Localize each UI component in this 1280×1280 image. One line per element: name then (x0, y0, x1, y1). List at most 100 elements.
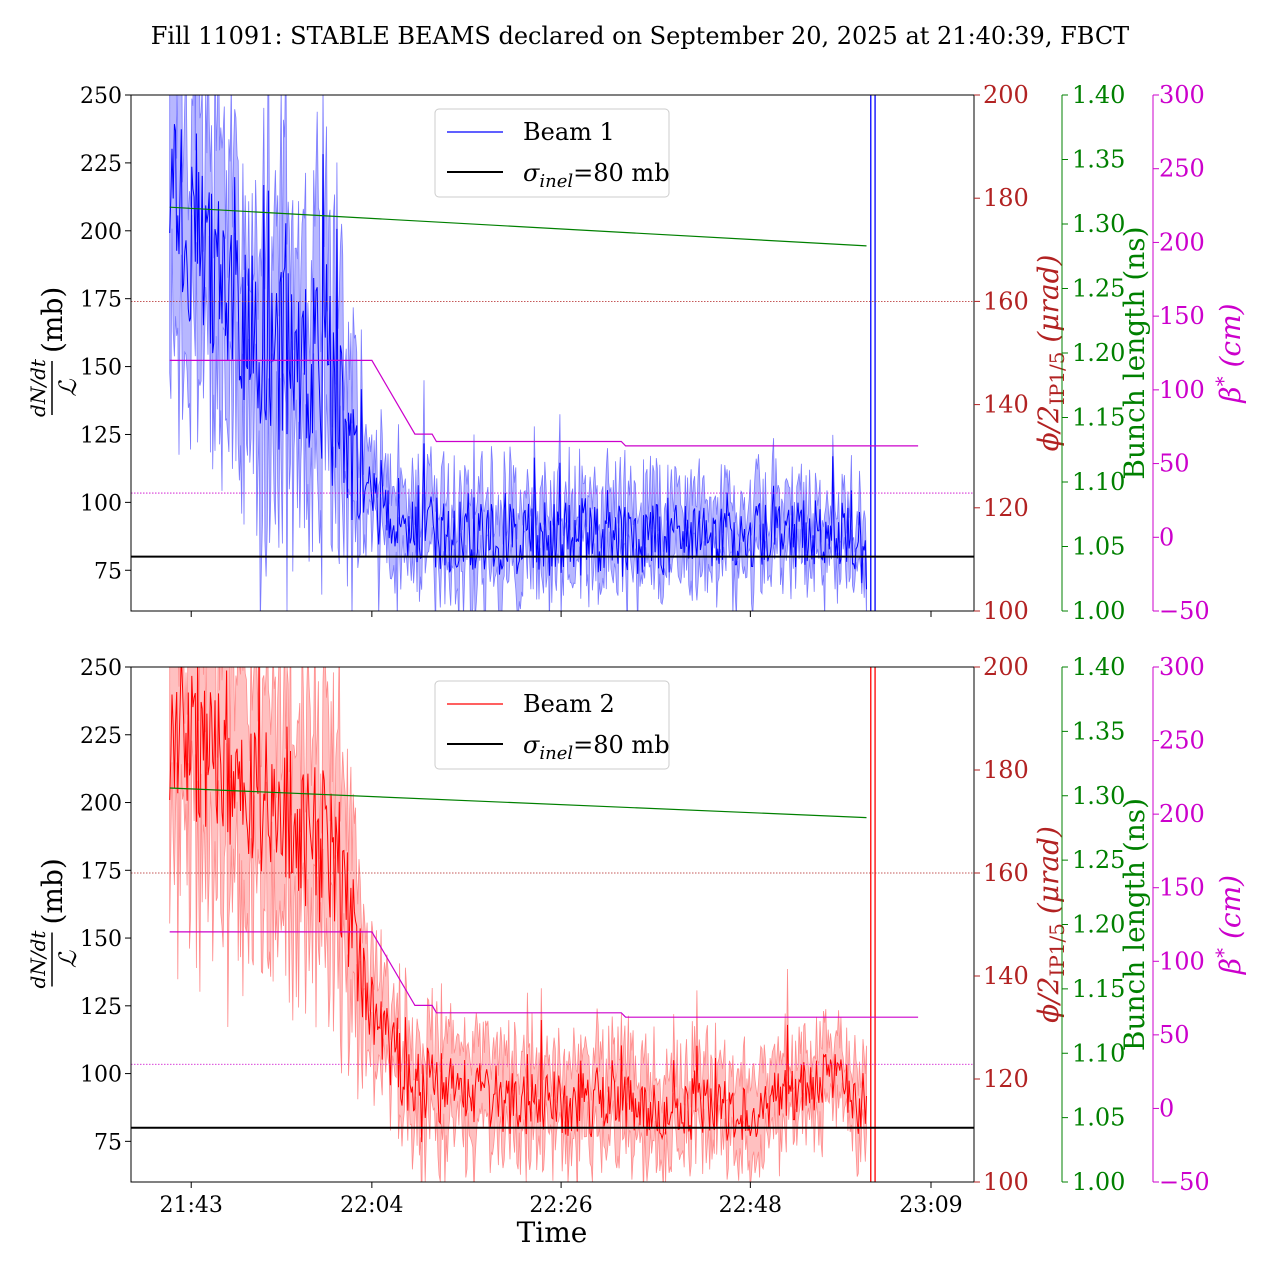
y-tick-label: 75 (94, 559, 122, 584)
bunch-tick-label: 1.05 (1072, 1104, 1125, 1132)
label-unit: (μrad) (1032, 826, 1065, 923)
y-tick-label: 100 (80, 1063, 122, 1088)
x-tick-label: 23:09 (899, 1193, 962, 1218)
plot-area (131, 95, 974, 611)
beta-star-line (169, 931, 919, 1018)
bunch-tick-label: 1.40 (1072, 653, 1125, 681)
beta-tick-label: 0 (1159, 523, 1174, 551)
x-tick-label: 21:43 (160, 1193, 223, 1218)
beta-tick-label: 200 (1159, 800, 1205, 828)
bunch-tick-label: 1.15 (1072, 975, 1125, 1003)
legend-label-beam: Beam 1 (523, 118, 615, 146)
xing-tick-label: 160 (983, 287, 1029, 315)
label-sub: IP1/5 (1045, 352, 1069, 406)
label-sub: IP1/5 (1045, 923, 1069, 977)
x-tick-label: 22:48 (719, 1193, 782, 1218)
beta-tick-label: 250 (1159, 727, 1205, 755)
y-axis-label: dN/dt ℒ (mb) (26, 287, 82, 417)
legend-box (434, 680, 670, 770)
x-axis-label: Time (517, 1216, 588, 1249)
label-main: β (1214, 386, 1247, 403)
beta-star-line (169, 359, 919, 447)
bunch-tick-label: 1.00 (1072, 597, 1125, 625)
y-tick-label: 200 (80, 220, 122, 245)
bunch-tick-label: 1.10 (1072, 468, 1125, 496)
beta-tick-label: 100 (1159, 376, 1205, 404)
legend-label-sigma: σinel=80 mb (523, 731, 670, 764)
beta-tick-label: 50 (1159, 450, 1190, 478)
beta-tick-label: 100 (1159, 947, 1205, 975)
y-axis-label-unit: (mb) (36, 287, 69, 353)
beta-tick-label: 250 (1159, 155, 1205, 183)
bunch-tick-label: 1.15 (1072, 404, 1125, 432)
y-axis-label-unit: (mb) (36, 858, 69, 924)
legend: Beam 1 σinel=80 mb (434, 108, 670, 198)
bunch-length-line (169, 206, 867, 247)
xing-tick-label: 140 (983, 391, 1029, 419)
beta-tick-label: 200 (1159, 228, 1205, 256)
y-axis-label-numerator: dN/dt (26, 930, 50, 989)
label-main: ϕ/2 (1032, 405, 1065, 451)
y-tick-label: 200 (80, 792, 122, 817)
xing-tick-label: 120 (983, 1065, 1029, 1093)
bunch-tick-label: 1.25 (1072, 275, 1125, 303)
label-sup: * (1211, 376, 1235, 386)
y-tick-label: 225 (80, 152, 122, 177)
xing-tick-label: 180 (983, 184, 1029, 212)
bunch-tick-label: 1.00 (1072, 1168, 1125, 1196)
xing-tick-label: 100 (983, 1168, 1029, 1196)
legend-label-beam: Beam 2 (523, 690, 615, 718)
bunch-tick-label: 1.30 (1072, 210, 1125, 238)
x-tick-label: 22:04 (340, 1193, 403, 1218)
xing-tick-label: 120 (983, 494, 1029, 522)
xing-tick-label: 200 (983, 653, 1029, 681)
label-sup: * (1211, 948, 1235, 958)
bunch-tick-label: 1.35 (1072, 146, 1125, 174)
sigma-symbol: σ (523, 731, 540, 759)
bunch-tick-label: 1.35 (1072, 717, 1125, 745)
bunch-tick-label: 1.40 (1072, 81, 1125, 109)
y-axis-label-denominator: ℒ (54, 950, 82, 968)
xing-tick-label: 140 (983, 962, 1029, 990)
crossing-angle-axis-label: ϕ/2IP1/5 (μrad) (1032, 255, 1069, 452)
beta-tick-label: 150 (1159, 302, 1205, 330)
y-axis-label-denominator: ℒ (54, 379, 82, 397)
label-main: ϕ/2 (1032, 977, 1065, 1023)
beta-tick-label: 150 (1159, 874, 1205, 902)
sigma-subscript: inel (539, 743, 573, 764)
bunch-tick-label: 1.25 (1072, 846, 1125, 874)
label-unit: (cm) (1214, 303, 1247, 376)
plot-area (131, 667, 974, 1182)
y-tick-label: 125 (80, 995, 122, 1020)
bunch-length-line (169, 787, 867, 819)
y-tick-label: 175 (80, 288, 122, 313)
beta-tick-label: 50 (1159, 1021, 1190, 1049)
label-main: β (1214, 958, 1247, 975)
beta-star-axis-label: β* (cm) (1211, 875, 1247, 975)
legend: Beam 2 σinel=80 mb (434, 680, 670, 770)
legend-box (434, 108, 670, 198)
y-tick-label: 150 (80, 927, 122, 952)
beta-tick-label: 300 (1159, 653, 1205, 681)
beta-star-axis-label: β* (cm) (1211, 303, 1247, 403)
beta-tick-label: −50 (1159, 597, 1210, 625)
beta-tick-label: 0 (1159, 1094, 1174, 1122)
y-tick-label: 150 (80, 356, 122, 381)
bunch-length-axis-label: Bunch length (ns) (1118, 226, 1151, 479)
chart-panel-bottom: 75 100 125 150 175 200 225 250 21:43 22:04 22:26 22… (26, 653, 1247, 1218)
bunch-tick-label: 1.05 (1072, 533, 1125, 561)
xing-tick-label: 180 (983, 756, 1029, 784)
y-tick-label: 125 (80, 423, 122, 448)
crossing-angle-axis-label: ϕ/2IP1/5 (μrad) (1032, 826, 1069, 1023)
plot-frame (130, 94, 975, 612)
label-unit: (cm) (1214, 875, 1247, 948)
y-axis-label: dN/dt ℒ (mb) (26, 858, 82, 988)
chart-title: Fill 11091: STABLE BEAMS declared on Sep… (151, 22, 1129, 50)
xing-tick-label: 100 (983, 597, 1029, 625)
beam-line (169, 124, 867, 590)
chart-panel-top: 75 100 125 150 175 200 225 250 dN/dt ℒ (mb) 100 120 1… (26, 81, 1247, 625)
sigma-rest: =80 mb (573, 159, 669, 187)
bunch-tick-label: 1.20 (1072, 339, 1125, 367)
